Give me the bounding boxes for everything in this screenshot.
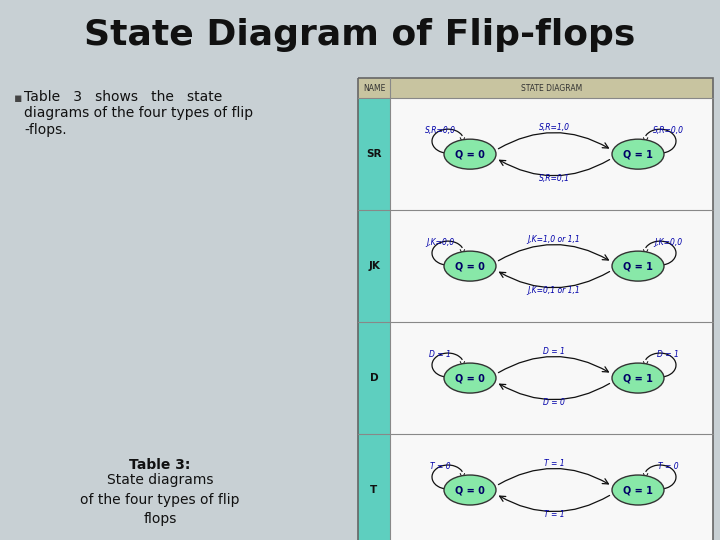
Text: J,K=0,0: J,K=0,0 <box>654 238 682 247</box>
Ellipse shape <box>444 363 496 393</box>
Ellipse shape <box>612 139 664 169</box>
Bar <box>390 434 713 540</box>
Text: S,R=0,1: S,R=0,1 <box>539 174 570 183</box>
Text: S,R=1,0: S,R=1,0 <box>539 123 570 132</box>
Text: D: D <box>369 373 378 383</box>
Text: ▪: ▪ <box>14 92 22 105</box>
Text: Q = 1: Q = 1 <box>623 373 653 383</box>
Text: T = 0: T = 0 <box>430 462 450 471</box>
Text: Table   3   shows   the   state
diagrams of the four types of flip
-flops.: Table 3 shows the state diagrams of the … <box>24 90 253 137</box>
Ellipse shape <box>612 363 664 393</box>
Bar <box>358 434 390 540</box>
Text: D = 1: D = 1 <box>543 347 565 356</box>
Text: D = 1: D = 1 <box>657 350 679 359</box>
Text: Q = 0: Q = 0 <box>455 373 485 383</box>
Text: S,R=0,0: S,R=0,0 <box>652 126 683 135</box>
Bar <box>390 98 713 210</box>
Text: S,R=0,0: S,R=0,0 <box>425 126 456 135</box>
Text: Q = 0: Q = 0 <box>455 485 485 495</box>
Bar <box>390 322 713 434</box>
Bar <box>358 98 390 210</box>
Text: Q = 0: Q = 0 <box>455 261 485 271</box>
Bar <box>390 210 713 322</box>
Text: J,K=1,0 or 1,1: J,K=1,0 or 1,1 <box>528 235 580 244</box>
Bar <box>358 78 713 540</box>
Text: T = 1: T = 1 <box>544 510 564 519</box>
Text: State Diagram of Flip-flops: State Diagram of Flip-flops <box>84 18 636 52</box>
Text: Table 3:: Table 3: <box>130 458 191 472</box>
Bar <box>358 78 713 98</box>
Text: D = 1: D = 1 <box>429 350 451 359</box>
Text: J,K=0,1 or 1,1: J,K=0,1 or 1,1 <box>528 286 580 295</box>
Ellipse shape <box>444 475 496 505</box>
Text: Q = 1: Q = 1 <box>623 149 653 159</box>
Ellipse shape <box>612 475 664 505</box>
Bar <box>358 322 390 434</box>
Text: T = 0: T = 0 <box>657 462 678 471</box>
Text: NAME: NAME <box>363 84 385 93</box>
Text: STATE DIAGRAM: STATE DIAGRAM <box>521 84 582 93</box>
Ellipse shape <box>444 251 496 281</box>
Bar <box>358 210 390 322</box>
Text: JK: JK <box>368 261 380 271</box>
Ellipse shape <box>444 139 496 169</box>
Text: D = 0: D = 0 <box>543 398 565 407</box>
Text: J,K=0,0: J,K=0,0 <box>426 238 454 247</box>
Text: SR: SR <box>366 149 382 159</box>
Ellipse shape <box>612 251 664 281</box>
Text: Q = 1: Q = 1 <box>623 485 653 495</box>
Text: T = 1: T = 1 <box>544 459 564 468</box>
Text: Q = 1: Q = 1 <box>623 261 653 271</box>
Text: T: T <box>370 485 377 495</box>
Text: State diagrams
of the four types of flip
flops: State diagrams of the four types of flip… <box>80 473 240 526</box>
Text: Q = 0: Q = 0 <box>455 149 485 159</box>
